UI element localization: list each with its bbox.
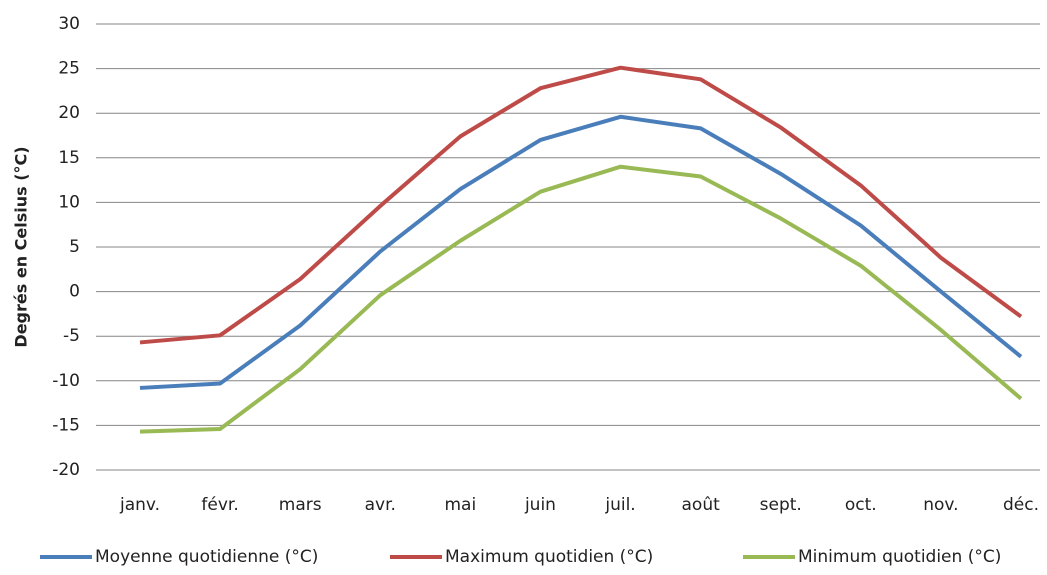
y-tick-label: 20 — [58, 103, 80, 123]
y-tick-label: -20 — [52, 460, 80, 480]
y-tick-label: 10 — [58, 192, 80, 212]
x-tick-label: sept. — [760, 495, 802, 515]
y-tick-label: 5 — [69, 237, 80, 257]
x-tick-label: août — [682, 495, 721, 515]
y-tick-label: 15 — [58, 148, 80, 168]
x-tick-label: janv. — [119, 495, 160, 515]
legend-label: Minimum quotidien (°C) — [798, 547, 1001, 567]
y-tick-label: 25 — [58, 59, 80, 79]
x-tick-label: nov. — [923, 495, 958, 515]
x-tick-label: avr. — [365, 495, 396, 515]
x-tick-label: juin — [524, 495, 556, 515]
y-tick-label: -10 — [52, 371, 80, 391]
y-tick-label: 0 — [69, 282, 80, 302]
legend-label: Moyenne quotidienne (°C) — [95, 547, 318, 567]
series-line — [139, 114, 1023, 390]
x-tick-label: oct. — [845, 495, 877, 515]
x-tick-label: juil. — [604, 495, 635, 515]
series-line — [139, 65, 1023, 345]
y-tick-label: -5 — [63, 326, 80, 346]
x-tick-label: févr. — [201, 495, 238, 515]
x-tick-label: mars — [279, 495, 322, 515]
x-tick-label: déc. — [1003, 495, 1039, 515]
y-tick-label: 30 — [58, 14, 80, 34]
y-axis-label: Degrés en Celsius (°C) — [12, 146, 31, 347]
legend-label: Maximum quotidien (°C) — [445, 547, 653, 567]
series-line — [139, 164, 1023, 434]
y-tick-label: -15 — [52, 415, 80, 435]
x-tick-label: mai — [445, 495, 477, 515]
